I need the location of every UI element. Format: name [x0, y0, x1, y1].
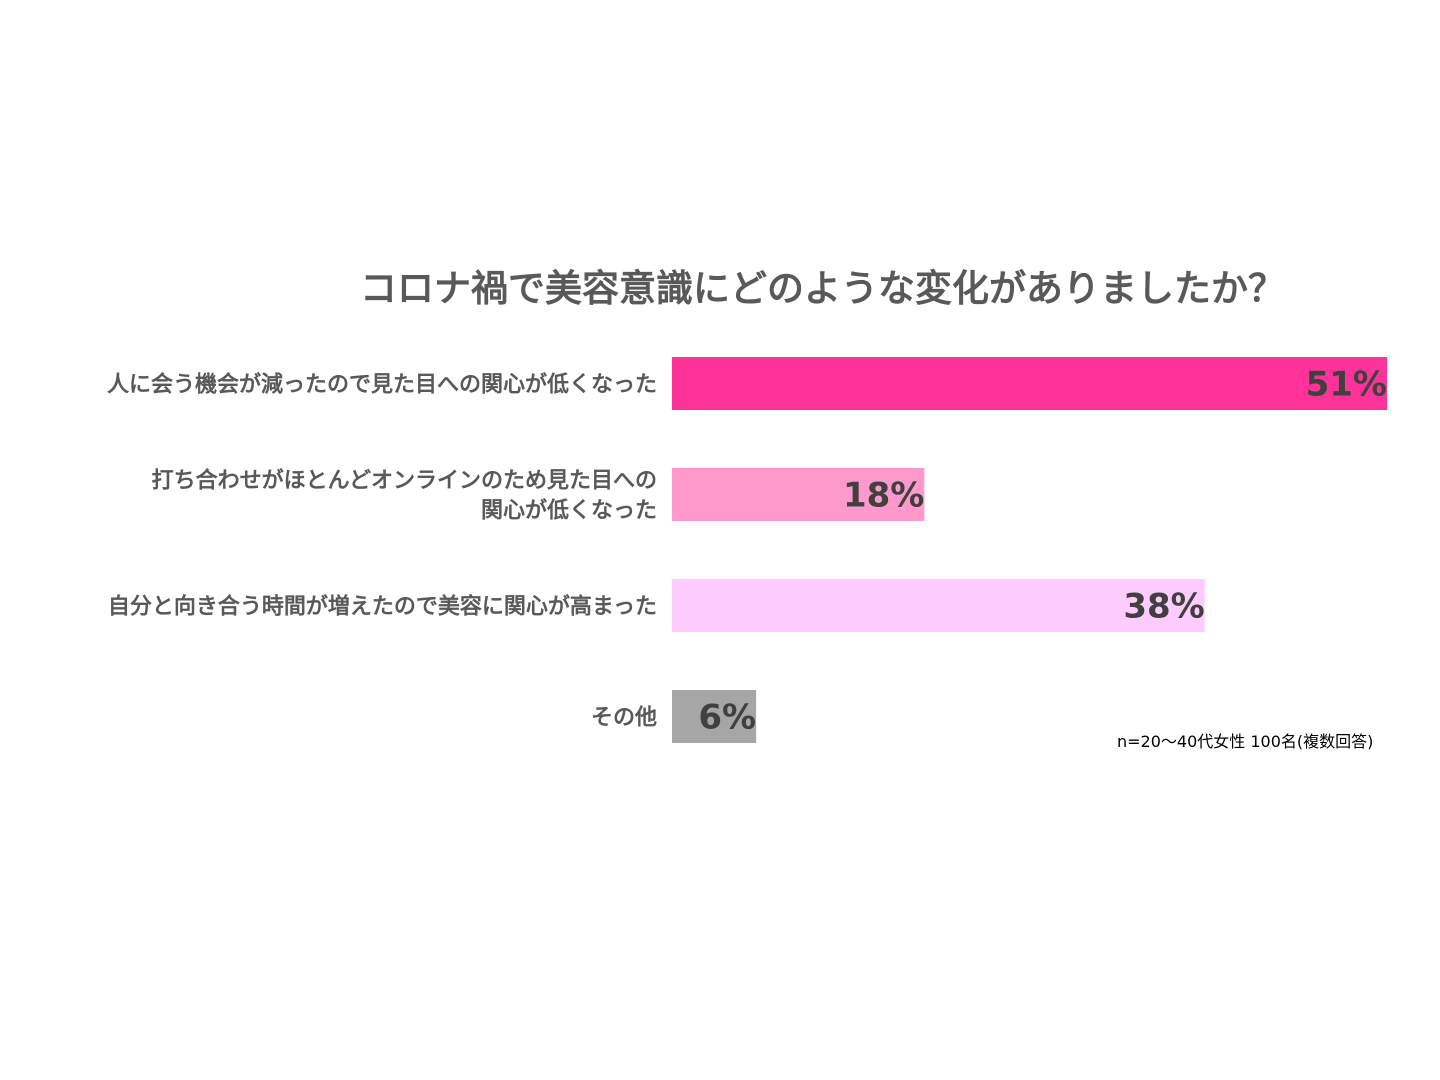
chart-title: コロナ禍で美容意識にどのような変化がありましたか？: [360, 267, 1285, 310]
category-label-line: 自分と向き合う時間が増えたので美容に関心が高まった: [108, 594, 657, 620]
data-label-2: 18%: [843, 476, 924, 516]
data-label-1: 51%: [1306, 365, 1387, 405]
bar-1: [672, 357, 1387, 410]
data-label-3: 38%: [1123, 587, 1204, 627]
bar-4: [672, 690, 757, 743]
category-label-line: その他: [591, 706, 657, 731]
category-label-line: 関心が低くなった: [481, 498, 657, 524]
bar-3: [672, 579, 1205, 632]
category-label-1: 人に会う機会が減ったので見た目への関心が低くなった: [107, 372, 657, 398]
bar-2: [672, 468, 925, 521]
category-label-2: 打ち合わせがほとんどオンラインのため見た目への関心が低くなった: [152, 468, 657, 524]
category-label-4: その他: [591, 706, 657, 731]
category-label-line: 打ち合わせがほとんどオンラインのため見た目への: [152, 468, 657, 494]
data-label-4: 6%: [698, 698, 756, 738]
sample-note: n=20～40代女性 100名(複数回答): [1117, 732, 1374, 751]
category-label-3: 自分と向き合う時間が増えたので美容に関心が高まった: [108, 594, 657, 620]
category-label-line: 人に会う機会が減ったので見た目への関心が低くなった: [107, 372, 657, 398]
